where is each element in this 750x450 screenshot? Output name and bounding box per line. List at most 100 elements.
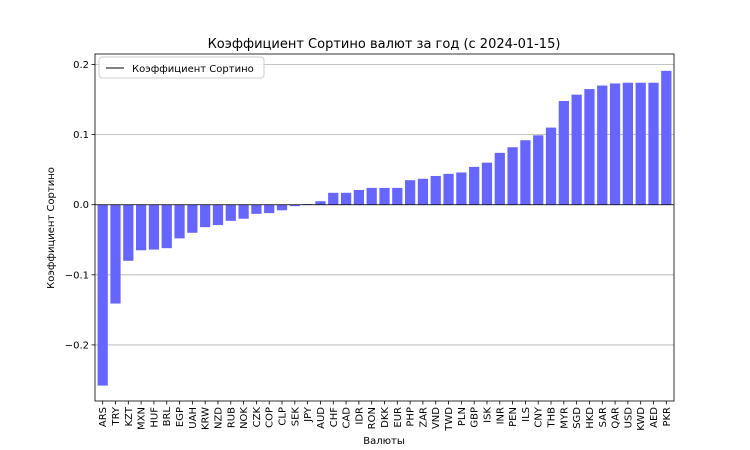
bar-krw [200, 204, 211, 228]
bar-usd [622, 82, 634, 205]
bar-eur [392, 187, 403, 205]
bar-cny [533, 135, 544, 205]
bar-gbp [469, 166, 480, 205]
x-tick-label: ZAR [418, 407, 429, 428]
x-tick-label: PEN [508, 407, 519, 427]
bar-egp [174, 204, 185, 239]
bar-sar [597, 85, 608, 205]
x-tick-label: RON [367, 407, 378, 429]
bar-brl [161, 204, 172, 249]
y-tick-label: 0.2 [73, 60, 89, 71]
x-tick-label: THB [547, 407, 558, 429]
bar-myr [558, 100, 569, 205]
bar-dkk [379, 187, 390, 205]
bar-aed [648, 82, 659, 205]
bar-ars [97, 204, 108, 386]
legend: Коэффициент Сортино [98, 56, 265, 79]
bar-kzt [123, 204, 134, 261]
bars [97, 70, 672, 386]
x-tick-label: SEK [290, 407, 301, 427]
x-axis-label: Валюты [363, 436, 405, 447]
y-tick-label: −0.1 [65, 270, 89, 281]
bar-idr [353, 189, 365, 205]
bar-sek [289, 204, 300, 207]
legend-label: Коэффициент Сортино [132, 64, 254, 75]
x-tick-label: DKK [380, 407, 391, 428]
x-tick-label: TWD [444, 407, 455, 432]
bar-mxn [135, 204, 147, 251]
x-tick-label: USD [623, 407, 634, 429]
bar-rub [225, 204, 236, 221]
x-tick-label: AUD [316, 407, 327, 429]
x-tick-label: RUB [226, 407, 237, 428]
x-tick-label: NZD [213, 407, 224, 429]
bar-try [110, 204, 121, 304]
bar-aud [315, 201, 326, 205]
x-ticks: ARS TRY KZT MXN HUF BRL EGP UAH KRW NZD RUB NOK CZK C… [98, 401, 673, 432]
bar-ils [520, 140, 531, 205]
bar-sgd [571, 94, 582, 205]
x-tick-label: BRL [162, 407, 173, 427]
bar-kwd [635, 82, 646, 205]
x-tick-label: AED [649, 407, 660, 428]
bar-nok [238, 204, 249, 219]
x-tick-label: GBP [470, 407, 481, 428]
bar-twd [443, 173, 454, 205]
x-tick-label: ISK [482, 407, 493, 423]
y-tick-label: 0.1 [73, 130, 89, 141]
x-tick-label: JPY [303, 406, 314, 423]
x-tick-label: TRY [111, 406, 122, 426]
bar-czk [251, 204, 262, 214]
bar-hkd [584, 89, 595, 205]
x-tick-label: ILS [521, 407, 532, 422]
bar-uah [187, 204, 198, 233]
bar-chf [328, 192, 339, 205]
x-tick-label: UAH [188, 407, 199, 429]
x-tick-label: NOK [239, 407, 250, 429]
bar-inr [494, 152, 505, 205]
bar-php [404, 180, 416, 205]
y-ticks: −0.2 −0.1 0.0 0.1 0.2 [65, 60, 95, 351]
x-tick-label: SAR [598, 407, 609, 427]
x-tick-label: MXN [137, 407, 148, 430]
x-tick-label: COP [265, 407, 276, 428]
x-tick-label: ARS [98, 407, 109, 427]
x-tick-label: HKD [585, 407, 596, 429]
bar-isk [481, 162, 493, 205]
x-tick-label: HUF [149, 407, 160, 428]
bar-pen [507, 147, 518, 205]
y-tick-label: −0.2 [65, 340, 89, 351]
x-tick-label: PHP [406, 407, 417, 427]
y-tick-label: 0.0 [73, 200, 89, 211]
bar-pln [456, 172, 467, 205]
x-tick-label: CAD [342, 407, 353, 429]
x-tick-label: KWD [636, 407, 647, 431]
bar-vnd [430, 175, 441, 205]
x-tick-label: CLP [278, 407, 289, 426]
legend-frame [98, 56, 265, 79]
bar-cad [340, 192, 352, 205]
bar-clp [276, 204, 288, 211]
bar-nzd [212, 204, 224, 226]
x-tick-label: CNY [534, 406, 545, 427]
x-tick-label: QAR [611, 407, 622, 429]
bar-qar [609, 83, 621, 205]
x-tick-label: PKR [662, 407, 673, 427]
x-tick-label: KRW [201, 407, 212, 430]
chart-title: Коэффициент Сортино валют за год (с 2024… [208, 37, 561, 52]
x-tick-label: EUR [393, 407, 404, 428]
x-tick-label: CZK [252, 407, 263, 428]
bar-zar [417, 178, 429, 205]
x-tick-label: VND [431, 407, 442, 429]
bar-huf [148, 204, 160, 250]
bar-thb [545, 127, 557, 205]
x-tick-label: CHF [329, 407, 340, 428]
y-axis-label: Коэффициент Сортино [46, 167, 57, 289]
x-tick-label: EGP [175, 407, 186, 427]
bar-cop [264, 204, 275, 214]
bar-ron [366, 187, 377, 205]
x-tick-label: PLN [457, 407, 468, 426]
x-tick-label: KZT [124, 406, 135, 426]
